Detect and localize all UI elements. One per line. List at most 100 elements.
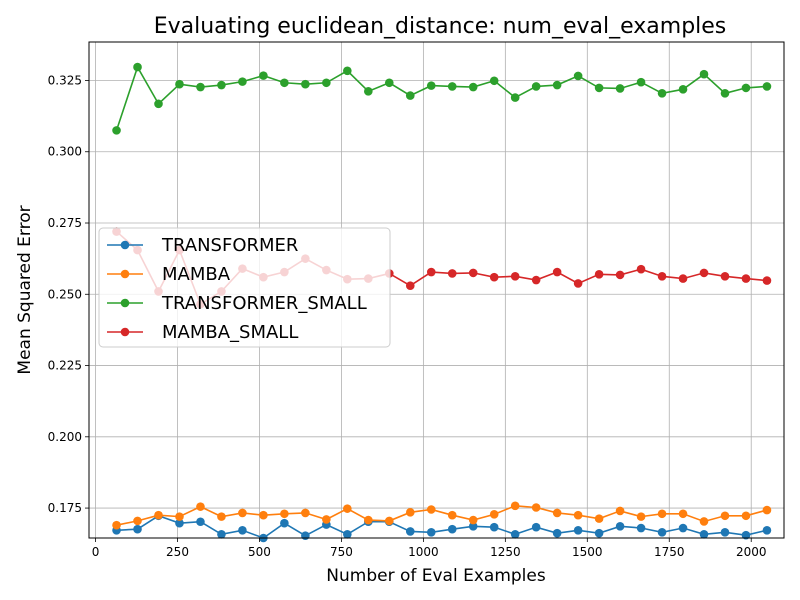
data-point-transformer — [720, 527, 730, 537]
data-point-transformer-small — [280, 78, 289, 88]
data-point-transformer-small — [699, 69, 709, 79]
data-point-transformer-small — [510, 93, 520, 102]
data-point-transformer-small — [573, 71, 583, 81]
data-point-mamba-small — [762, 276, 772, 285]
data-point-mamba — [405, 508, 415, 517]
data-point-mamba — [238, 508, 247, 518]
data-point-transformer — [762, 526, 772, 535]
data-point-transformer-small — [468, 82, 478, 92]
data-point-mamba — [678, 509, 688, 519]
data-point-transformer-small — [594, 83, 604, 93]
x-tick-label: 2000 — [736, 545, 767, 559]
x-tick-label: 1000 — [408, 545, 439, 559]
data-point-transformer-small — [343, 66, 352, 76]
series-mamba — [112, 501, 772, 530]
legend-marker — [120, 298, 130, 308]
y-tick-label: 0.250 — [48, 287, 82, 301]
data-point-mamba — [447, 510, 457, 520]
data-point-mamba — [112, 520, 121, 530]
legend-label: MAMBA — [162, 264, 231, 285]
data-point-transformer-small — [552, 80, 562, 90]
data-point-transformer-small — [154, 99, 163, 109]
data-point-transformer — [301, 531, 310, 541]
legend-box — [98, 227, 391, 348]
data-point-transformer-small — [489, 76, 499, 86]
data-point-mamba — [489, 510, 499, 519]
data-point-mamba — [301, 508, 310, 518]
x-tick-label: 250 — [166, 545, 189, 559]
data-point-mamba — [133, 516, 142, 526]
data-point-transformer — [280, 518, 289, 528]
data-point-transformer — [573, 526, 583, 535]
data-point-mamba-small — [741, 274, 751, 283]
legend-marker — [120, 269, 130, 279]
data-point-transformer-small — [238, 77, 247, 86]
data-point-transformer-small — [322, 78, 331, 88]
data-point-transformer-small — [426, 81, 436, 90]
data-point-mamba — [343, 504, 352, 513]
legend-label: MAMBA_SMALL — [162, 322, 298, 343]
x-tick-label: 1250 — [490, 545, 521, 559]
data-point-mamba — [384, 516, 394, 526]
data-point-transformer — [405, 527, 415, 536]
data-point-transformer-small — [636, 77, 646, 87]
data-point-transformer-small — [657, 89, 667, 98]
data-point-transformer-small — [741, 83, 751, 93]
data-point-mamba-small — [489, 272, 499, 282]
data-point-transformer — [678, 523, 688, 533]
data-point-transformer — [510, 529, 520, 539]
legend-item-transformer-small: TRANSFORMER_SMALL — [107, 293, 367, 314]
data-point-transformer — [426, 527, 436, 537]
data-point-transformer-small — [615, 84, 625, 93]
y-axis-label: Mean Squared Error — [15, 205, 35, 374]
data-point-mamba-small — [720, 272, 730, 281]
data-point-transformer — [699, 529, 709, 539]
data-point-mamba-small — [447, 269, 457, 278]
data-point-transformer — [636, 523, 646, 533]
data-point-transformer — [615, 522, 625, 531]
data-point-mamba-small — [426, 267, 436, 277]
data-point-transformer — [489, 522, 499, 532]
data-point-mamba-small — [636, 264, 646, 274]
data-point-transformer-small — [133, 62, 142, 72]
data-point-mamba — [573, 510, 583, 520]
data-point-transformer — [657, 527, 667, 537]
data-point-transformer-small — [196, 82, 205, 92]
series-transformer-small — [112, 62, 772, 135]
data-point-transformer-small — [531, 82, 541, 91]
data-point-transformer-small — [447, 82, 457, 91]
data-point-transformer — [552, 528, 562, 538]
data-point-transformer-small — [112, 126, 121, 135]
y-tick-label: 0.200 — [48, 430, 82, 444]
data-point-transformer-small — [384, 78, 394, 88]
data-point-transformer — [531, 522, 541, 532]
data-point-transformer-small — [259, 71, 268, 80]
data-point-transformer — [175, 518, 184, 528]
data-point-transformer — [238, 526, 247, 535]
data-point-mamba — [552, 508, 562, 518]
data-point-transformer — [196, 517, 205, 527]
x-tick-label: 1750 — [654, 545, 685, 559]
y-tick-label: 0.300 — [48, 145, 82, 159]
x-tick-label: 500 — [248, 545, 271, 559]
data-point-mamba — [426, 505, 436, 514]
x-tick-label: 750 — [330, 545, 353, 559]
axis-ticks: 0 250 500 750 1000 1250 1500 1750 2000 0.175 0.200… — [48, 73, 767, 559]
data-point-transformer-small — [217, 80, 226, 90]
data-point-transformer — [343, 529, 352, 539]
data-point-mamba — [636, 512, 646, 521]
data-point-transformer — [594, 528, 604, 538]
data-point-mamba — [175, 512, 184, 521]
legend: TRANSFORMER MAMBA TRANSFORMER_SMALL MAMBA_S… — [98, 227, 391, 348]
legend-marker — [120, 240, 130, 250]
data-point-mamba-small — [657, 272, 667, 281]
data-point-mamba — [154, 510, 163, 520]
plot-frame — [88, 41, 785, 539]
data-point-mamba-small — [573, 279, 583, 288]
data-point-mamba-small — [405, 281, 415, 291]
x-tick-label: 1500 — [572, 545, 603, 559]
data-point-mamba-small — [699, 268, 709, 278]
data-point-mamba-small — [510, 272, 520, 281]
data-point-mamba — [699, 517, 709, 526]
data-point-mamba — [657, 509, 667, 519]
